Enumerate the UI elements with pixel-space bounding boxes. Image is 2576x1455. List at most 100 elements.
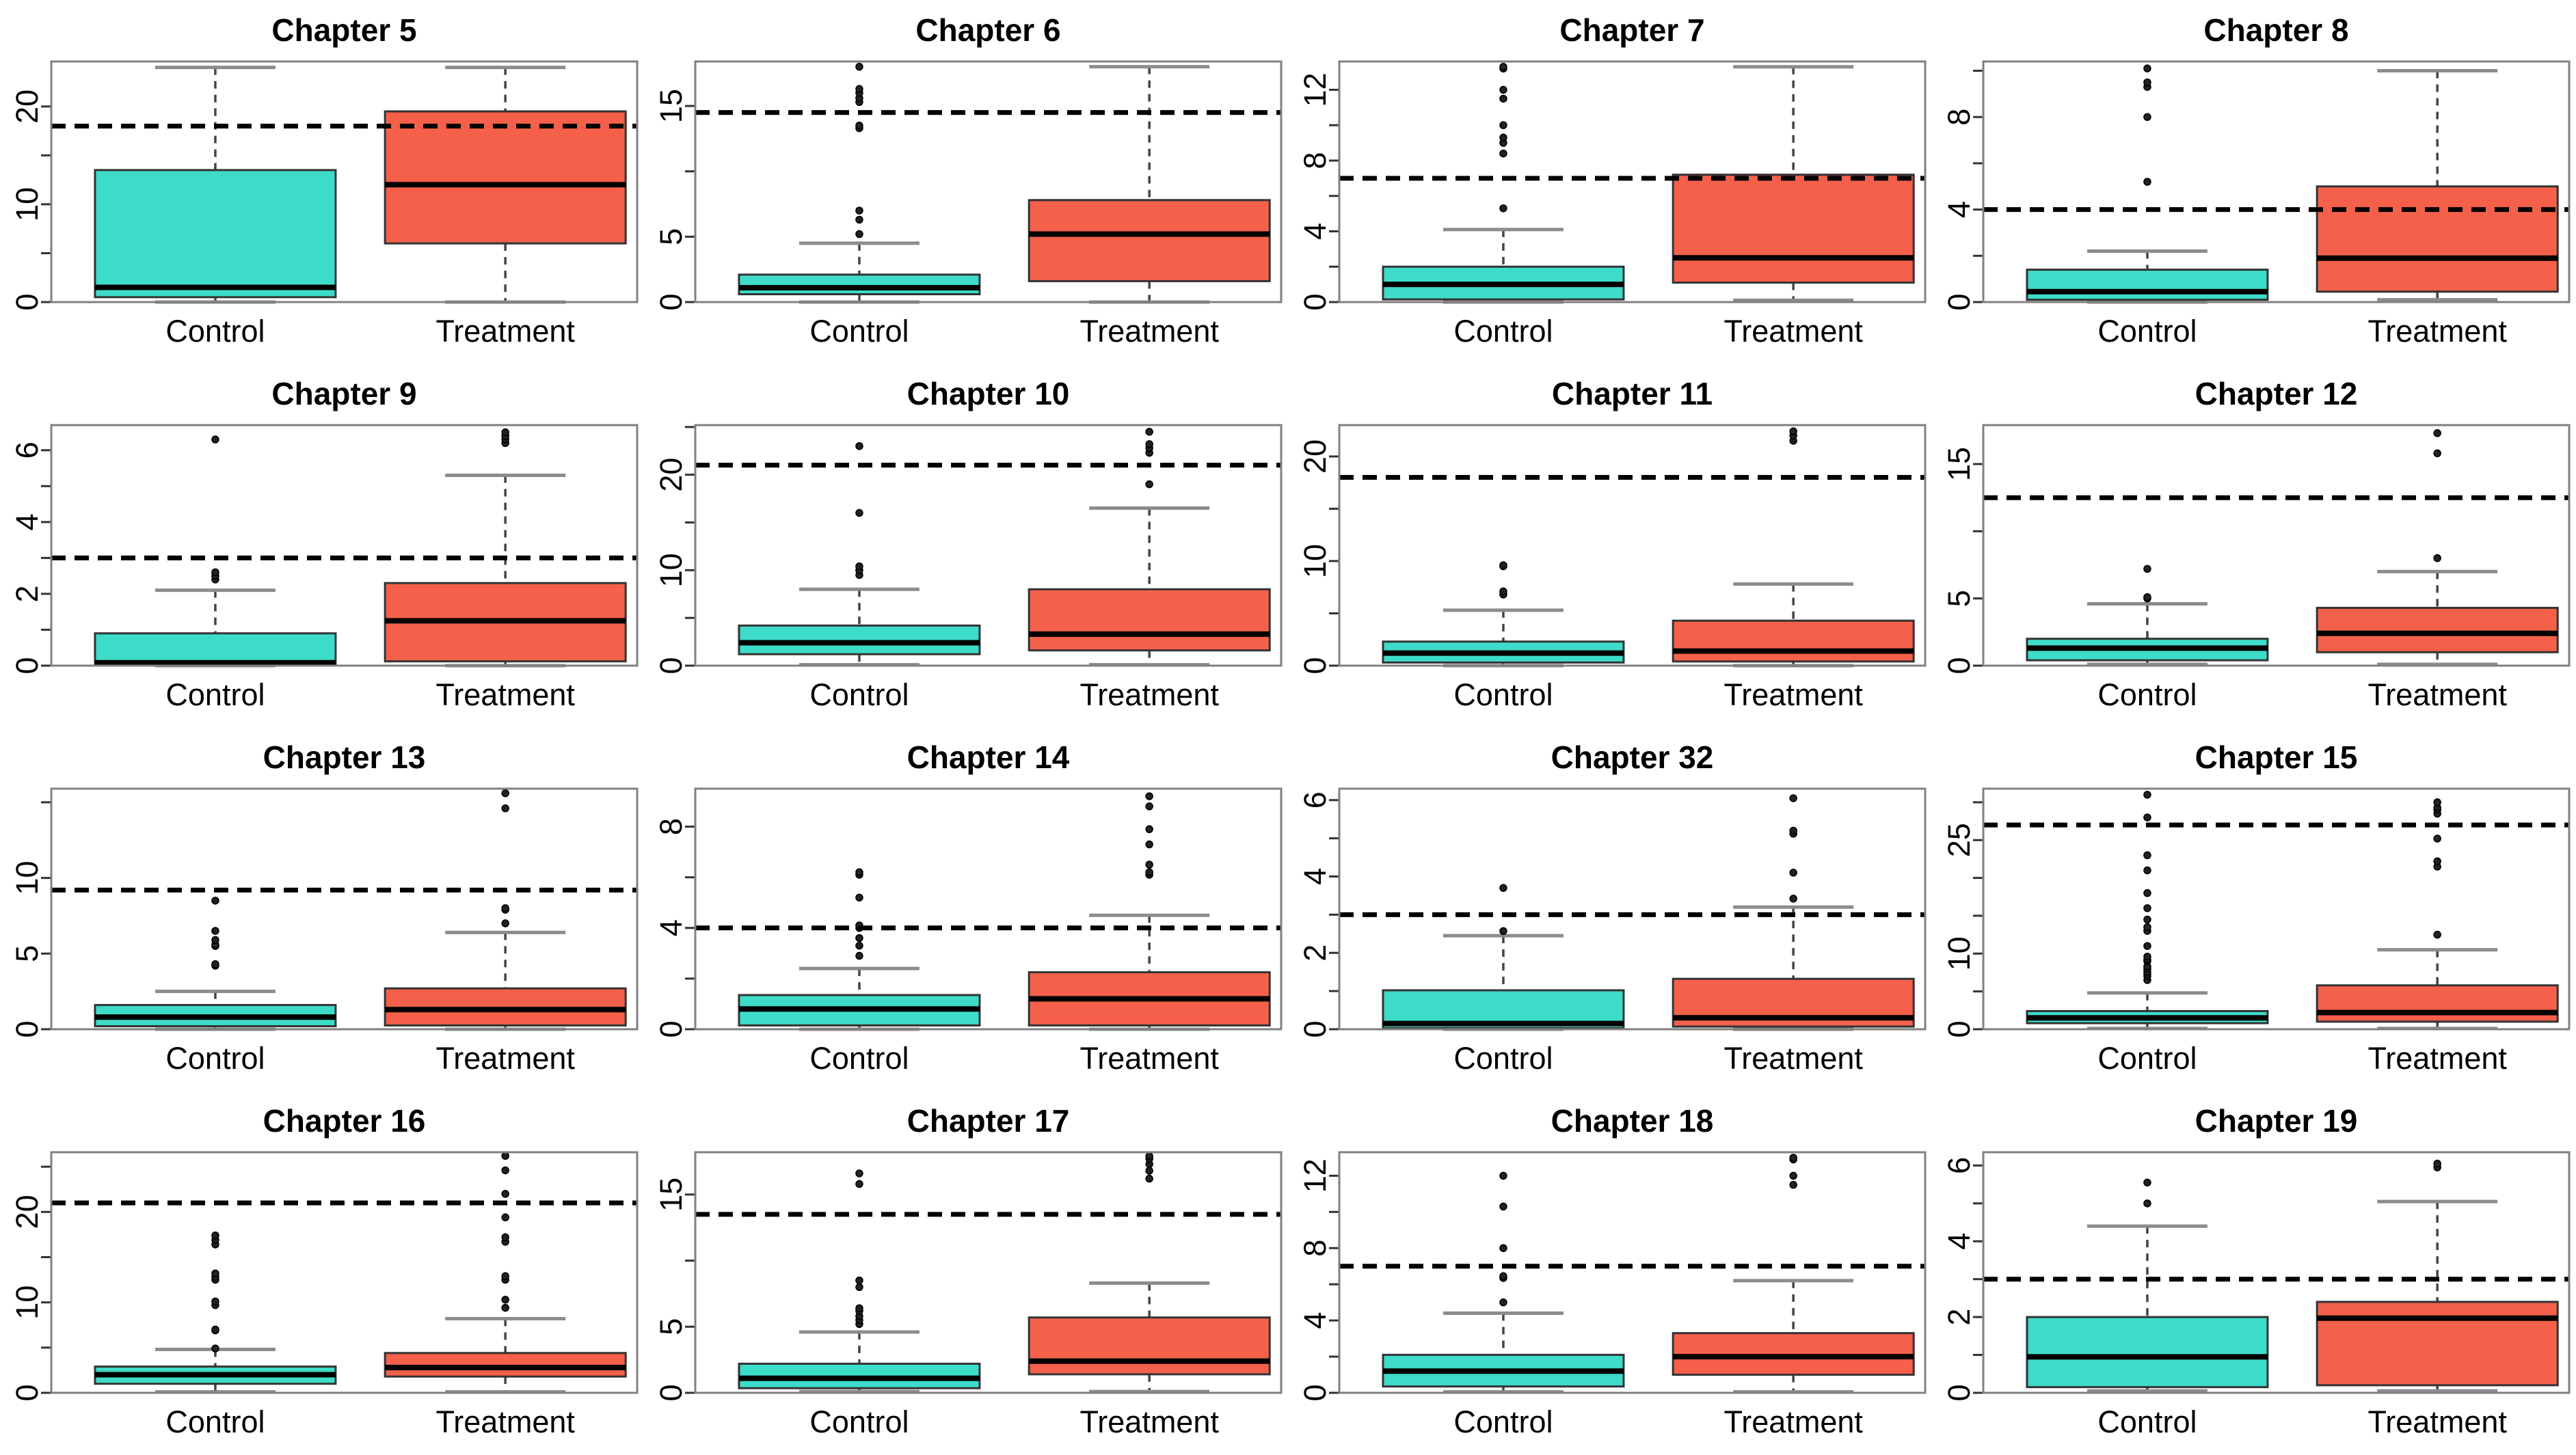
panel-canvas: Chapter 15 0 10 25 Control Treatment [1942,739,2571,1076]
panel-title: Chapter 5 [271,12,416,48]
outlier-point [2143,866,2151,875]
outlier-point [1145,1167,1153,1175]
y-tick-label: 6 [10,441,44,459]
panel-title: Chapter 18 [1551,1103,1714,1139]
panel-canvas: Chapter 12 0 5 15 Control Treatment [1942,376,2571,712]
y-tick-label: 4 [1298,223,1332,240]
y-tick-label: 0 [1942,1384,1976,1401]
outlier-point [2433,798,2441,806]
outlier-point [1499,121,1507,129]
category-label: Control [165,314,265,349]
category-label: Treatment [1079,1041,1219,1076]
outlier-point [855,441,863,450]
y-tick-label: 4 [1298,868,1332,885]
outlier-point [2143,1199,2151,1208]
category-label: Control [809,1041,909,1076]
outlier-point [2143,593,2151,601]
panel-canvas: Chapter 6 0 5 15 Control Treatment [654,12,1283,349]
outlier-point [855,215,863,224]
category-label: Control [165,1041,265,1076]
plot-border [50,787,639,1031]
control-box [2026,1316,2269,1389]
plot-border [1338,60,1927,303]
control-box [2026,269,2269,301]
outlier-point [211,927,219,935]
category-label: Treatment [1723,1041,1863,1076]
plot-border [50,60,639,303]
outlier-point [211,1325,219,1334]
category-label: Treatment [2367,314,2507,349]
y-tick-label: 5 [1942,590,1976,607]
plot-border [1982,787,2571,1031]
panel-title: Chapter 10 [907,376,1070,411]
y-tick-label: 12 [1298,72,1332,107]
category-label: Treatment [1079,314,1219,349]
y-tick-label: 0 [654,1020,688,1037]
outlier-point [855,85,863,93]
y-tick-label: 6 [1942,1157,1976,1174]
y-tick-label: 4 [654,919,688,936]
control-box [738,624,981,655]
outlier-point [855,121,863,130]
outlier-point [1789,1180,1797,1189]
y-tick-label: 10 [10,187,44,221]
outlier-point [1789,794,1797,802]
outlier-point [1145,1152,1153,1160]
boxplot-panel-chapter-17: Chapter 17 0 5 15 Control Treatment [644,1091,1288,1454]
outlier-point [211,897,219,905]
panel-title: Chapter 12 [2195,376,2358,411]
outlier-point [2433,1159,2441,1168]
panel-title: Chapter 8 [2203,12,2348,48]
y-tick-label: 5 [654,1318,688,1335]
y-tick-label: 0 [654,657,688,674]
panel-canvas: Chapter 13 0 5 10 Control Treatment [10,739,639,1076]
category-label: Treatment [1079,1404,1219,1439]
panel-canvas: Chapter 32 0 2 4 6 Control Treatment [1298,739,1927,1076]
y-tick-label: 0 [654,1384,688,1401]
category-label: Control [809,314,909,349]
treatment-box [2316,1301,2559,1387]
y-tick-label: 5 [10,945,44,962]
category-label: Treatment [2367,677,2507,712]
outlier-point [211,1297,219,1306]
category-label: Control [809,1404,909,1439]
y-tick-label: 0 [10,293,44,310]
outlier-point [1499,884,1507,893]
outlier-point [2433,429,2441,437]
y-tick-label: 0 [1298,1384,1332,1401]
outlier-point [855,951,863,960]
outlier-point [855,868,863,877]
category-label: Treatment [2367,1041,2507,1076]
plot-border [1982,1151,2571,1394]
outlier-point [501,1152,509,1160]
outlier-point [1499,561,1507,569]
outlier-point [855,934,863,942]
treatment-box [2316,185,2559,293]
outlier-point [2143,78,2151,87]
plot-border [694,60,1283,303]
outlier-point [2143,1178,2151,1187]
control-box [94,169,337,299]
y-tick-label: 20 [10,90,44,124]
outlier-point [1499,1202,1507,1211]
outlier-point [1499,94,1507,103]
plot-border [50,1151,639,1394]
plot-border [694,424,1283,667]
y-tick-label: 8 [654,818,688,835]
panel-canvas: Chapter 7 0 4 8 12 Control Treatment [1298,12,1927,349]
treatment-box [2316,984,2559,1023]
outlier-point [2433,930,2441,939]
outlier-point [1499,1244,1507,1253]
outlier-point [2143,851,2151,860]
outlier-point [855,893,863,902]
y-tick-label: 10 [10,1286,44,1320]
y-tick-label: 12 [1298,1158,1332,1193]
panel-canvas: Chapter 16 0 10 20 Control Treatment [10,1103,639,1439]
panel-title: Chapter 19 [2195,1103,2358,1139]
y-tick-label: 25 [1942,823,1976,857]
outlier-point [2143,565,2151,573]
boxplot-panel-chapter-9: Chapter 9 0 2 4 6 Control Treatment [0,364,644,727]
category-label: Control [1453,677,1553,712]
category-label: Control [2097,314,2197,349]
outlier-point [501,904,509,912]
